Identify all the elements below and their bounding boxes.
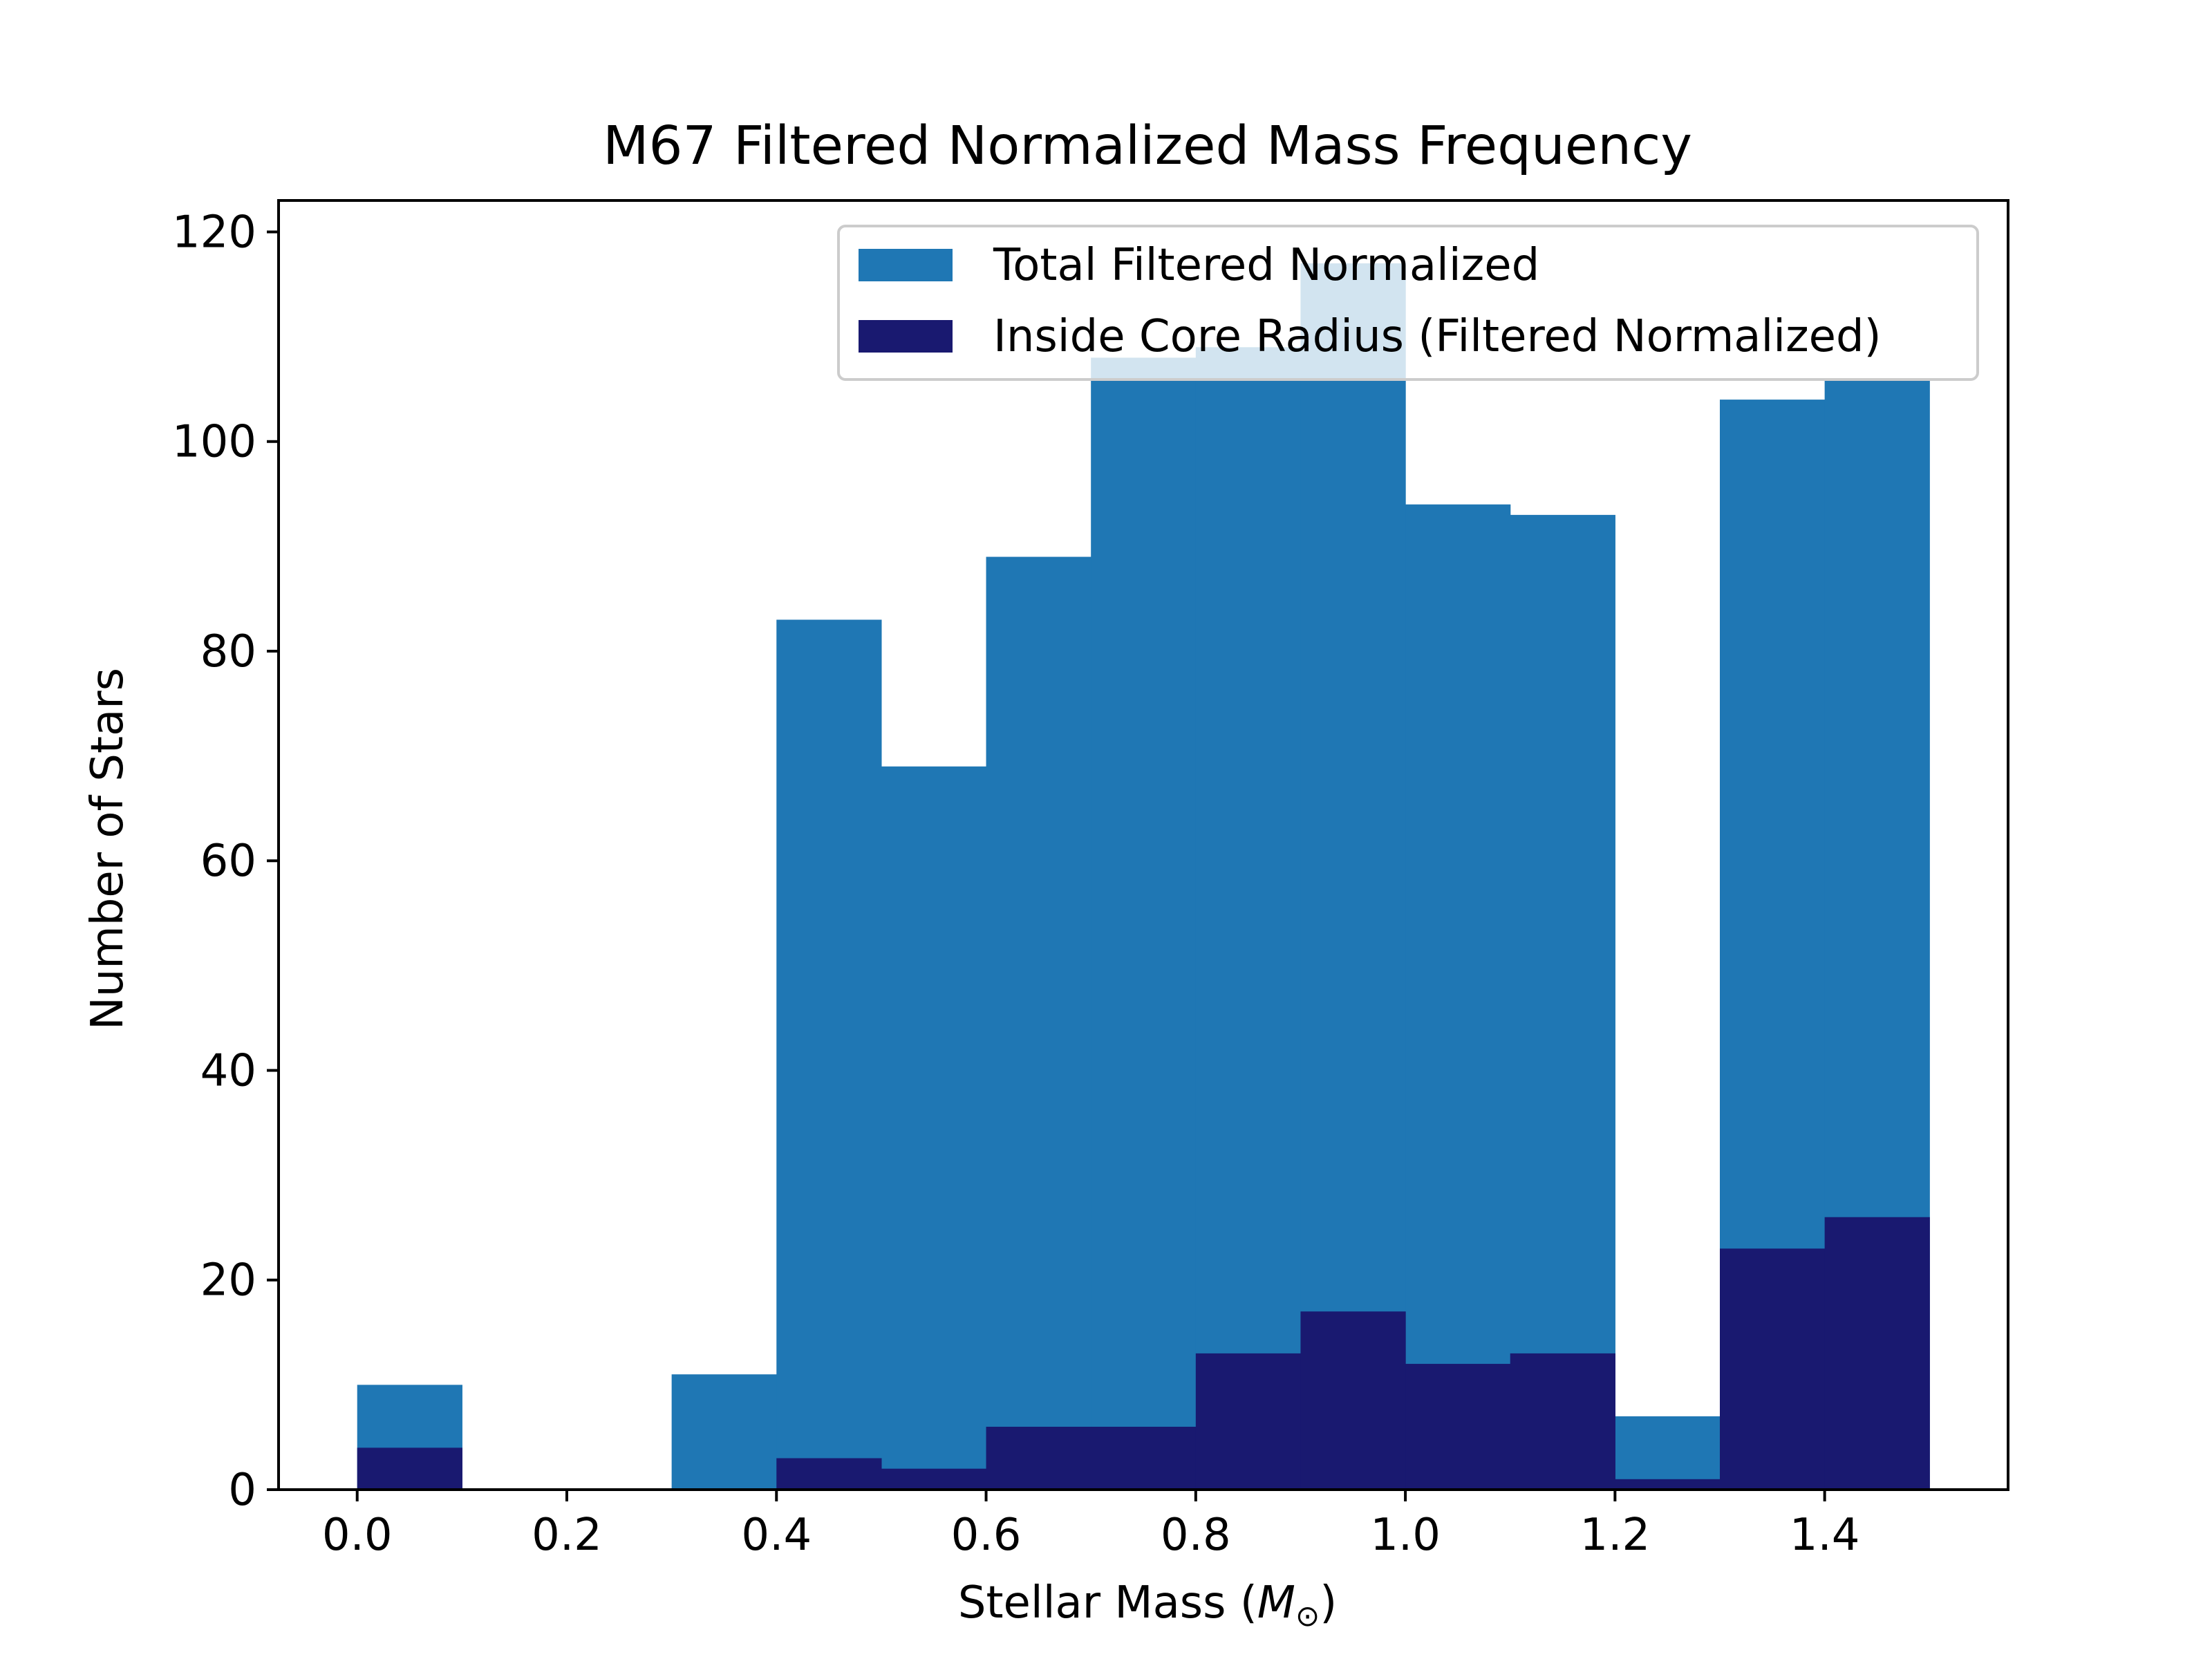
bar-core-7 (1091, 1427, 1197, 1490)
bar-core-8 (1195, 1353, 1302, 1490)
chart-title: M67 Filtered Normalized Mass Frequency (603, 115, 1692, 177)
bar-core-12 (1615, 1479, 1721, 1490)
bar-total-4 (776, 619, 882, 1490)
bar-total-5 (881, 766, 987, 1490)
y-tick-label: 120 (172, 207, 256, 258)
bar-total-8 (1195, 347, 1302, 1490)
x-axis-label: Stellar Mass (M⊙) (958, 1577, 1337, 1633)
y-tick-label: 60 (200, 836, 256, 887)
y-tick-label: 20 (200, 1255, 256, 1306)
x-tick-label: 1.2 (1580, 1510, 1650, 1561)
bar-core-10 (1405, 1364, 1511, 1490)
legend-label-total: Total Filtered Normalized (993, 240, 1539, 291)
legend-swatch-total (859, 249, 953, 281)
bar-total-9 (1300, 263, 1406, 1490)
x-tick-label: 0.6 (951, 1510, 1022, 1561)
legend-frame (837, 225, 1979, 381)
x-tick-label: 1.0 (1370, 1510, 1441, 1561)
y-tick-label: 0 (228, 1465, 256, 1516)
y-tick-label: 40 (200, 1045, 256, 1096)
y-axis-label: Number of Stars (82, 668, 133, 1030)
bar-core-14 (1824, 1217, 1930, 1490)
x-tick-label: 0.2 (532, 1510, 602, 1561)
legend-label-core: Inside Core Radius (Filtered Normalized) (993, 311, 1882, 362)
x-tick-label: 0.0 (322, 1510, 393, 1561)
bar-core-4 (776, 1458, 882, 1490)
y-tick-label: 80 (200, 626, 256, 677)
bar-total-11 (1510, 514, 1615, 1490)
bar-core-9 (1300, 1311, 1406, 1490)
y-tick-label: 100 (172, 417, 256, 468)
legend: Total Filtered Normalized Inside Core Ra… (837, 225, 1979, 381)
x-tick-label: 0.4 (741, 1510, 812, 1561)
bar-core-0 (357, 1447, 462, 1490)
plot-frame (277, 199, 2009, 1491)
bar-total-12 (1615, 1416, 1721, 1490)
plot-bars (357, 263, 1930, 1490)
bar-core-6 (986, 1427, 1091, 1490)
bar-total-7 (1091, 357, 1197, 1490)
bar-total-10 (1405, 504, 1511, 1490)
bar-core-13 (1720, 1248, 1826, 1490)
plot-axes: 0.0 0.2 0.4 0.6 0.8 1.0 1.2 1.4 0 20 40 60 80 100 120 (172, 199, 2009, 1561)
bar-total-3 (671, 1374, 777, 1490)
bar-core-5 (881, 1468, 987, 1490)
x-tick-label: 0.8 (1161, 1510, 1231, 1561)
x-tick-label: 1.4 (1790, 1510, 1860, 1561)
bar-total-6 (986, 556, 1091, 1490)
bar-core-11 (1510, 1353, 1615, 1490)
legend-swatch-core (859, 320, 953, 353)
